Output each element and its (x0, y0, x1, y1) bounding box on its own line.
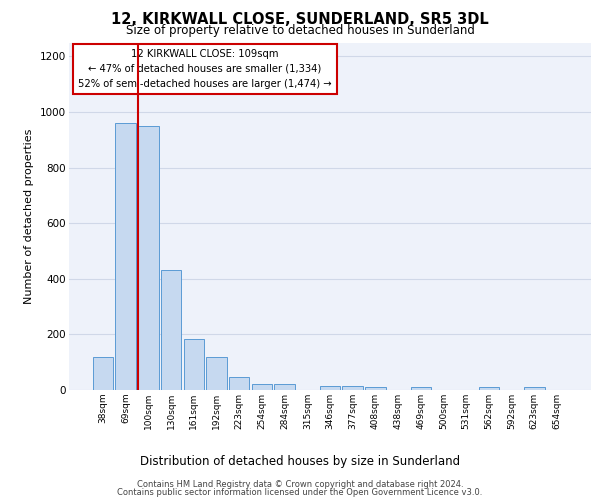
Text: Distribution of detached houses by size in Sunderland: Distribution of detached houses by size … (140, 454, 460, 468)
Bar (274, 384, 295, 390)
Text: 12, KIRKWALL CLOSE, SUNDERLAND, SR5 3DL: 12, KIRKWALL CLOSE, SUNDERLAND, SR5 3DL (111, 12, 489, 28)
Y-axis label: Number of detached properties: Number of detached properties (25, 128, 34, 304)
Text: Contains public sector information licensed under the Open Government Licence v3: Contains public sector information licen… (118, 488, 482, 497)
Bar (365, 387, 386, 390)
Text: Size of property relative to detached houses in Sunderland: Size of property relative to detached ho… (125, 24, 475, 37)
Bar (251, 384, 272, 390)
Bar (93, 356, 113, 390)
Bar (138, 126, 158, 390)
Bar (410, 387, 431, 390)
Bar (161, 270, 181, 390)
Text: Contains HM Land Registry data © Crown copyright and database right 2024.: Contains HM Land Registry data © Crown c… (137, 480, 463, 489)
Bar (320, 386, 340, 390)
Text: 12 KIRKWALL CLOSE: 109sqm
← 47% of detached houses are smaller (1,334)
52% of se: 12 KIRKWALL CLOSE: 109sqm ← 47% of detac… (79, 49, 332, 88)
Bar (343, 386, 363, 390)
Bar (479, 387, 499, 390)
Bar (115, 123, 136, 390)
Bar (206, 356, 227, 390)
Bar (184, 338, 204, 390)
Bar (524, 387, 545, 390)
Bar (229, 378, 250, 390)
